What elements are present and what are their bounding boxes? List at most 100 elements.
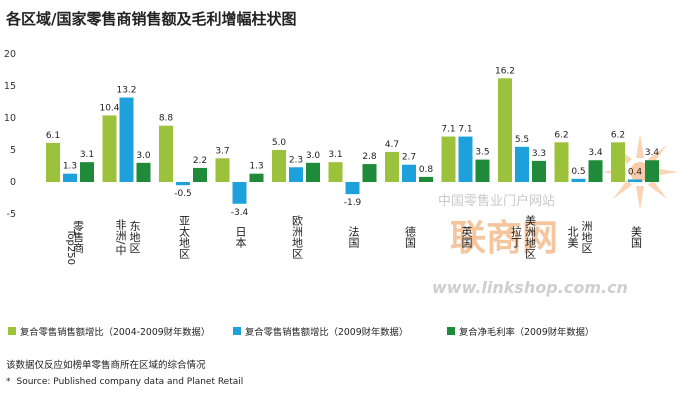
value-label: 3.7 (215, 146, 229, 156)
value-label: 0.5 (571, 167, 585, 177)
legend-label: 复合零售销售额增比（2009财年数据） (245, 326, 408, 338)
value-label: 7.1 (458, 125, 472, 135)
category-label: 北美 洲地区 (566, 221, 593, 254)
value-label: 6.2 (554, 130, 568, 140)
bar-series-2 (458, 136, 473, 182)
category-label: 亚太地区 (178, 215, 191, 259)
category-label-text: 美国 (630, 226, 643, 249)
bar-series-2 (345, 182, 360, 195)
bar-series-3 (193, 167, 207, 182)
bar-series-1 (215, 158, 230, 182)
category-label-text: Top250 (65, 228, 76, 265)
category-label-text: 美洲地区 (524, 215, 537, 259)
value-label: 16.2 (495, 66, 515, 76)
value-label: 3.1 (80, 150, 94, 160)
value-label: 3.5 (475, 148, 489, 158)
category-label-text: 欧洲地区 (291, 215, 304, 259)
bar-series-2 (176, 182, 190, 186)
legend-swatch (447, 327, 455, 335)
y-tick-label: 20 (4, 49, 16, 60)
category-label-text: 英国 (460, 225, 473, 249)
value-label: 3.0 (136, 151, 151, 161)
bar-series-3 (645, 160, 659, 182)
category-label-text: 洲地区 (580, 221, 593, 254)
category-label-text: 零售商 (72, 220, 85, 254)
legend-label: 复合净毛利率（2009财年数据） (459, 326, 594, 338)
bar-series-3 (475, 159, 490, 182)
value-labels: 6.1 10.4 8.8 3.7 5.0 3.1 4.7 7.1 16.2 6.2 6.2 1.3 13… (46, 66, 660, 217)
source-note: * Source: Published company data and Plan… (6, 377, 243, 387)
bar-series-2 (289, 167, 303, 182)
value-label: 4.7 (385, 140, 399, 150)
category-label: 非洲/中 东地区 (114, 218, 141, 255)
value-label: -3.4 (231, 208, 249, 218)
bar-series-1 (554, 142, 569, 182)
value-label: 2.7 (402, 153, 416, 163)
bar-series-2 (402, 164, 416, 182)
legend-swatch (8, 327, 16, 335)
bar-series-1 (498, 78, 512, 182)
bar-series-1 (46, 142, 60, 182)
value-label: -1.9 (344, 198, 362, 208)
category-label: 拉丁 美洲地区 (510, 215, 537, 259)
legend: 复合零售销售额增比（2004-2009财年数据） 复合零售销售额增比（2009财年… (8, 326, 594, 338)
value-label: 2.2 (193, 156, 207, 166)
value-label: 5.0 (272, 138, 287, 148)
category-label-text: 亚太地区 (178, 215, 191, 259)
value-label: 8.8 (159, 114, 174, 124)
y-tick-label: 5 (10, 145, 16, 156)
y-axis: -5 0 5 10 15 20 (4, 49, 16, 220)
category-label-text: 法国 (347, 225, 360, 249)
value-label: 13.2 (116, 86, 136, 96)
bar-series-3 (136, 162, 151, 182)
value-label: 5.5 (515, 135, 529, 145)
value-label: 2.8 (362, 152, 377, 162)
footnote: 该数据仅反应如榜单零售商所在区域的综合情况 (6, 360, 206, 371)
value-label: 3.4 (645, 148, 660, 158)
bar-series-2 (571, 178, 586, 182)
bar-series-1 (102, 115, 117, 182)
bars (46, 78, 659, 204)
value-label: 2.3 (289, 155, 303, 165)
chart-title: 各区域/国家零售商销售额及毛利增幅柱状图 (6, 10, 297, 28)
y-tick-label: 0 (10, 177, 16, 188)
source-marker: * (6, 377, 11, 387)
y-tick-label: -5 (7, 209, 16, 220)
value-label: 7.1 (441, 125, 455, 135)
value-label: 3.4 (588, 148, 603, 158)
value-label: 1.3 (249, 162, 263, 172)
category-label: 欧洲地区 (291, 215, 304, 259)
bar-series-2 (628, 179, 642, 182)
category-label-text: 日本 (234, 226, 247, 249)
category-label: 英国 (460, 225, 473, 249)
category-label: 德国 (404, 225, 417, 249)
watermark-brand: 联商网 (450, 218, 558, 259)
value-label: 1.3 (63, 162, 77, 172)
value-label: 6.2 (611, 130, 625, 140)
bar-series-3 (80, 162, 94, 182)
value-label: 3.0 (306, 151, 321, 161)
bar-series-3 (362, 164, 377, 182)
bar-series-1 (385, 151, 399, 182)
category-label: 日本 (234, 226, 247, 249)
bar-series-2 (232, 182, 247, 204)
bar-series-2 (119, 97, 134, 182)
value-label: -0.5 (174, 189, 192, 199)
bar-series-3 (306, 162, 320, 182)
y-tick-label: 10 (4, 113, 16, 124)
value-label: 3.1 (328, 150, 342, 160)
category-label-text: 东地区 (128, 220, 141, 253)
category-label: 法国 (347, 225, 360, 249)
bar-series-3 (419, 176, 433, 182)
bar-series-3 (249, 173, 264, 182)
legend-swatch (233, 327, 241, 335)
bar-series-1 (441, 136, 456, 182)
bar-series-3 (532, 160, 546, 182)
bar-series-1 (159, 125, 173, 182)
value-label: 3.3 (532, 149, 546, 159)
value-label: 0.4 (628, 167, 643, 177)
value-label: 10.4 (99, 103, 119, 113)
